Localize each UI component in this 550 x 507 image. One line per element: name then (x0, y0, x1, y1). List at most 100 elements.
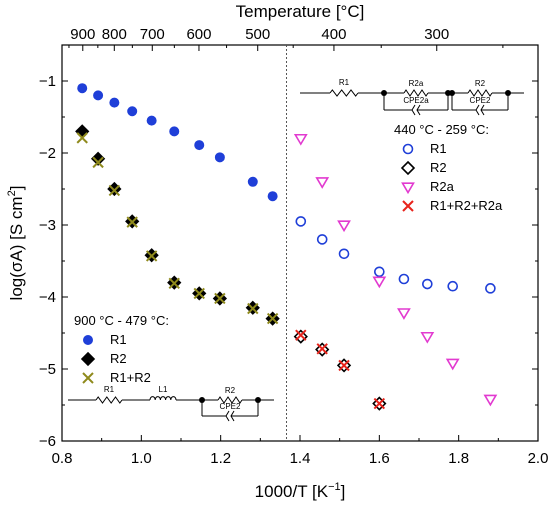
data-point (316, 234, 328, 245)
circuit-label: L1 (159, 385, 168, 394)
y-axis-title-close: ] (7, 186, 26, 191)
data-point (397, 308, 411, 320)
circuit-label: CPE2 (220, 402, 241, 411)
top-tick-label: 800 (102, 26, 127, 43)
data-point (127, 106, 138, 117)
data-point (169, 126, 180, 137)
data-point (77, 83, 88, 94)
top-tick-label: 900 (70, 26, 95, 43)
equivalent-circuit-low: R1 R2a CPE2a R2 CPE2 (300, 78, 524, 116)
series-r1-plus-r2 (76, 132, 279, 325)
legend-marker (82, 372, 94, 384)
series-r2 (75, 124, 280, 326)
data-point (372, 396, 387, 411)
data-point (214, 152, 225, 163)
y-tick-label: −6 (39, 433, 56, 450)
data-point-stroke (168, 277, 180, 290)
legend-marker (400, 160, 416, 176)
x-tick-label: 1.2 (210, 450, 231, 467)
legend-label: R1 (110, 332, 127, 347)
axes-layer: 0.8 1.0 1.2 1.4 1.6 1.8 2.0 −6 −5 −4 −3 −2 −1 900 800 7… (6, 2, 548, 501)
data-point-stroke (145, 250, 158, 262)
data-point (447, 280, 459, 292)
legend-marker (402, 143, 414, 155)
top-tick-label: 500 (245, 26, 270, 43)
legend-marker-stroke (82, 372, 94, 384)
data-point (337, 220, 351, 233)
legend-marker (83, 335, 93, 345)
circuit-label: CPE2 (470, 96, 491, 105)
x-tick-label: 0.8 (52, 450, 73, 467)
data-point (420, 331, 435, 344)
top-tick-label: 700 (140, 26, 165, 43)
data-point (92, 156, 104, 169)
legend-label: R2 (110, 351, 127, 366)
y-axis-title-sup: 2 (6, 190, 18, 196)
y-tick-label: −2 (39, 145, 56, 162)
x-axis-title-sup: −1 (328, 481, 341, 493)
legend-marker (401, 182, 415, 195)
data-point (483, 394, 498, 407)
data-point (338, 359, 350, 372)
data-point (422, 278, 433, 290)
circuit-layer: R1 L1 R2 CPE2 R1 R2a CPE2a R2 CPE2 (68, 78, 524, 422)
data-point (445, 358, 460, 371)
y-tick-label: −4 (39, 289, 56, 306)
circuit-label: R1 (339, 78, 350, 87)
legend-label: R1+R2+R2a (430, 198, 503, 213)
data-point (295, 216, 307, 227)
y-axis-title-main: log(σA) [S cm (7, 196, 26, 300)
data-point-stroke (76, 132, 88, 144)
legend-marker (402, 200, 414, 212)
resistor-symbol (217, 396, 243, 404)
x-axis-title-main: 1000/T [K (255, 482, 329, 501)
legend-layer: 900 °C - 479 °C: R1 R2 R1+R2 440 °C - 259 °C… (74, 122, 503, 385)
data-point (295, 329, 307, 341)
series-r2 (293, 329, 387, 411)
circuit-label: R2 (475, 79, 486, 88)
data-point (485, 283, 496, 294)
legend-label: R2 (430, 160, 447, 175)
legend-marker-stroke (402, 200, 414, 212)
series-layer (75, 83, 498, 411)
data-point (109, 97, 120, 108)
legend-label: R1+R2 (110, 370, 151, 385)
x-tick-label: 1.4 (290, 450, 311, 467)
legend-title: 440 °C - 259 °C: (394, 122, 489, 137)
circuit-label: R1 (104, 385, 115, 394)
data-point (315, 342, 330, 357)
x-axis-title-close: ] (341, 482, 346, 501)
data-point-stroke (266, 312, 279, 325)
inductor-symbol (149, 396, 177, 401)
data-point (90, 151, 106, 166)
data-point (93, 90, 104, 101)
data-point (338, 248, 350, 260)
series-r1 (77, 83, 278, 202)
data-point (267, 191, 278, 202)
legend-high-temperature: 900 °C - 479 °C: R1 R2 R1+R2 (74, 313, 169, 385)
data-point-stroke (126, 216, 138, 228)
x-tick-label: 1.6 (369, 450, 390, 467)
x-axis-title: 1000/T [K−1] (255, 481, 346, 501)
equivalent-circuit-high: R1 L1 R2 CPE2 (68, 385, 274, 422)
cpe-plate (411, 104, 416, 116)
data-point-stroke (316, 343, 328, 355)
series-r1 (295, 216, 496, 294)
series-r1-plus-r2-plus-r2a (295, 329, 386, 410)
data-point (247, 302, 259, 315)
data-point (214, 292, 226, 305)
resistor-symbol (329, 89, 359, 97)
y-tick-label: −3 (39, 217, 56, 234)
data-point (194, 140, 205, 151)
data-point (293, 133, 308, 146)
data-point (293, 329, 308, 344)
legend-label: R2a (430, 179, 455, 194)
top-axis-title: Temperature [°C] (236, 2, 365, 21)
circuit-label: CPE2a (403, 96, 429, 105)
data-point (168, 277, 180, 290)
data-point-stroke (193, 287, 205, 300)
legend-title: 900 °C - 479 °C: (74, 313, 169, 328)
data-point (75, 124, 90, 139)
cpe-plate (225, 410, 230, 422)
data-point (108, 184, 121, 197)
